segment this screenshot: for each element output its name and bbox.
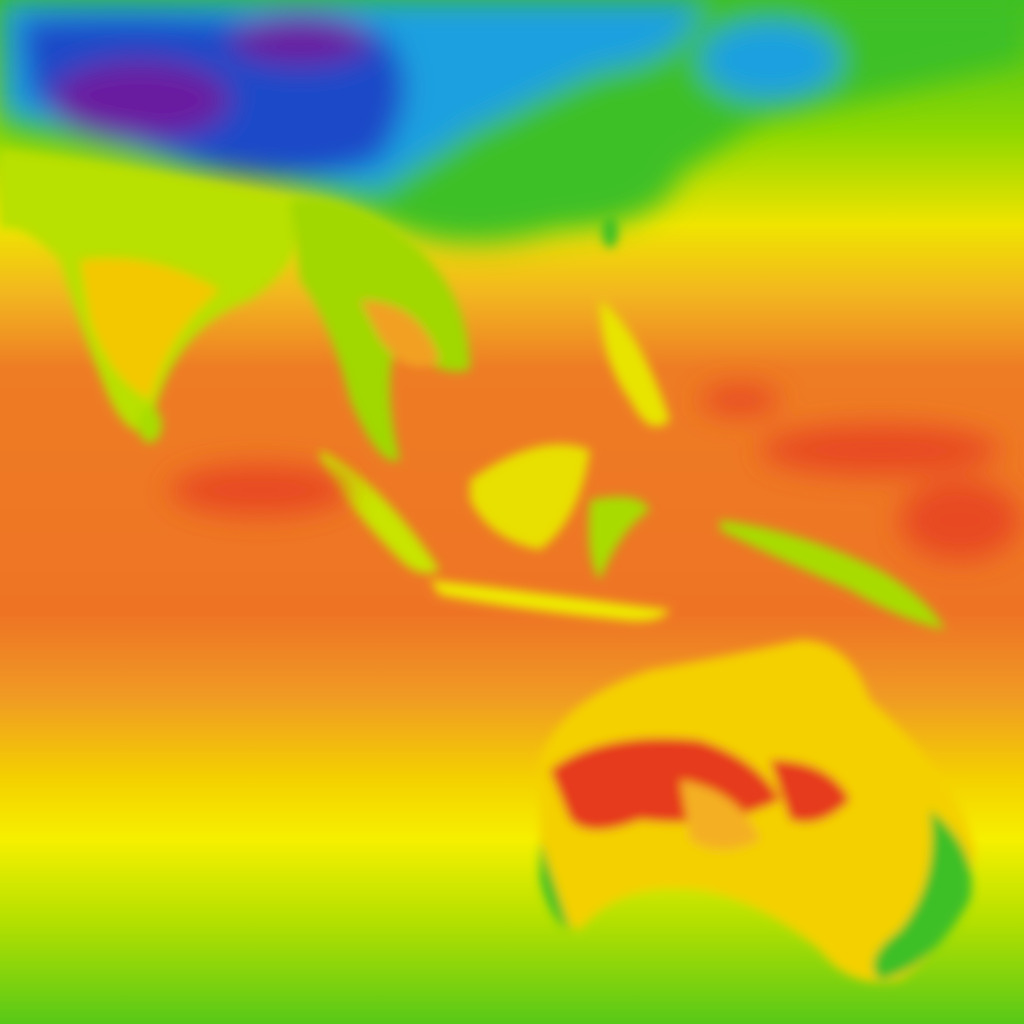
northern-land — [0, 0, 1024, 243]
southeast-asia — [290, 198, 945, 630]
india — [0, 150, 302, 443]
ocean-hot-spots — [170, 385, 1020, 560]
australia — [540, 640, 975, 982]
